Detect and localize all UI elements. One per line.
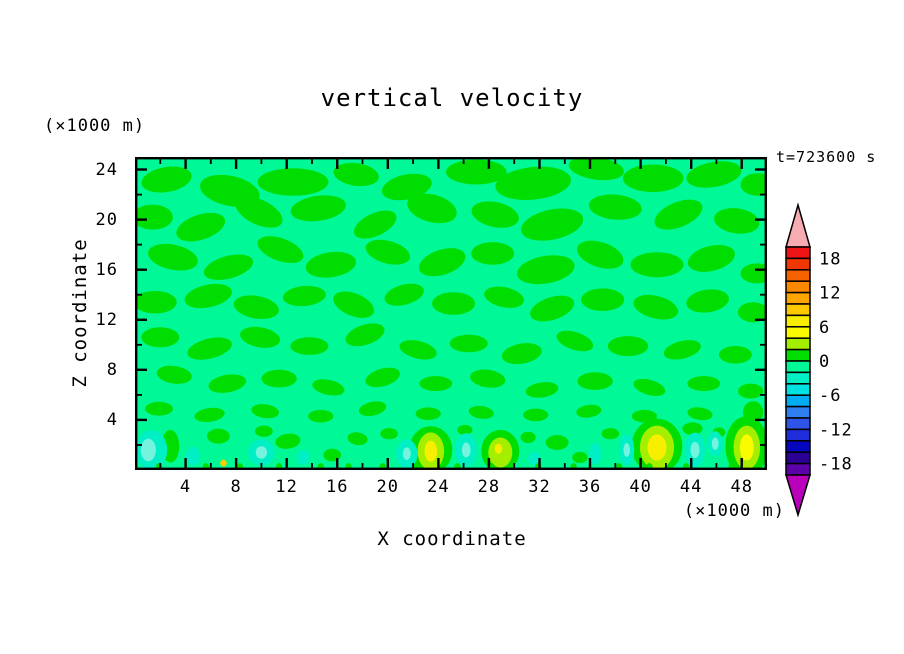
x-axis-unit-label: (×1000 m) [683,501,785,521]
y-tick-label: 8 [106,359,118,380]
x-tick-label: 32 [528,477,551,497]
x-tick-label: 48 [730,477,753,497]
colorbar-tick-label: 18 [819,249,841,269]
contour-plot [135,157,767,470]
colorbar-tick-label: -18 [819,455,853,475]
colorbar-tick-label: 6 [819,318,830,338]
x-tick-label: 28 [477,477,501,497]
y-tick-label: 20 [95,209,118,230]
x-tick-label: 36 [578,477,602,497]
colorbar-tick-label: 0 [819,352,830,372]
y-tick-label: 12 [95,309,118,330]
timestamp-label: t=723600 s [776,148,877,166]
y-axis-unit-label: (×1000 m) [44,116,146,136]
y-tick-label: 24 [95,159,118,180]
x-tick-label: 12 [275,477,298,497]
x-tick-label: 24 [427,477,450,497]
y-tick-label: 16 [95,259,118,280]
chart-title: vertical velocity [320,84,584,112]
x-tick-label: 44 [679,477,703,497]
colorbar-tick-label: 12 [819,284,841,304]
colorbar-tick-label: -12 [819,420,853,440]
colorbar-tick-label: -6 [819,386,841,406]
x-axis-title: X coordinate [377,528,527,550]
colorbar: 18 12 6 0 -6 -12 -18 [784,202,853,518]
x-tick-label: 16 [325,477,349,497]
x-tick-label: 4 [179,477,192,497]
x-tick-label: 40 [629,477,652,497]
x-tick-label: 20 [376,477,400,497]
x-tick-label: 8 [230,477,242,497]
y-tick-label: 4 [106,409,118,430]
